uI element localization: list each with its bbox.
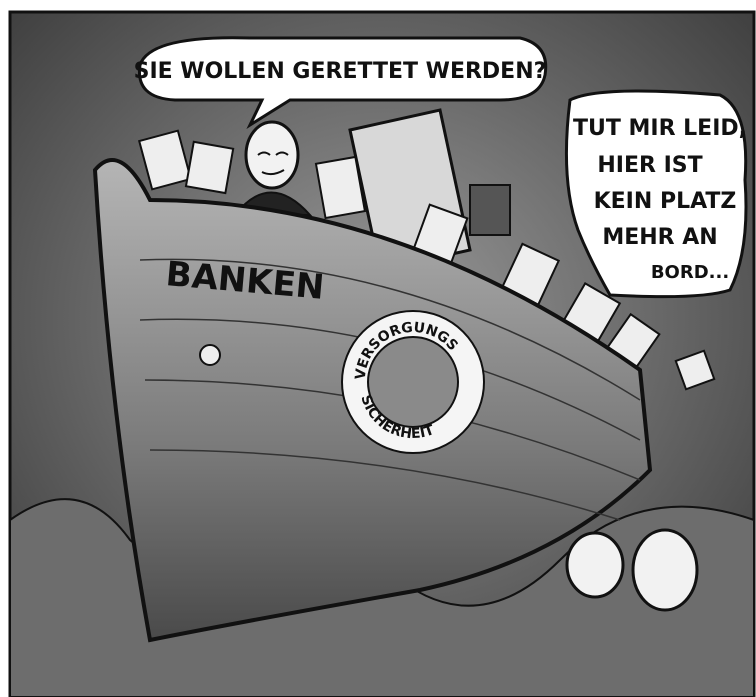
- speech-line: HIER IST: [597, 153, 702, 178]
- porthole: [200, 345, 220, 365]
- speech-text: SIE WOLLEN GERETTET WERDEN?: [134, 59, 547, 84]
- cartoon: BANKEN VERSORGUNGS SICHERHEIT SIE WOLLEN…: [0, 0, 756, 697]
- speech-line: KEIN PLATZ: [594, 189, 737, 214]
- cargo-box: [470, 185, 510, 235]
- speech-line: BORD...: [651, 262, 729, 283]
- speech-line: MEHR AN: [602, 225, 717, 250]
- speech-line: TUT MIR LEID,: [573, 116, 747, 141]
